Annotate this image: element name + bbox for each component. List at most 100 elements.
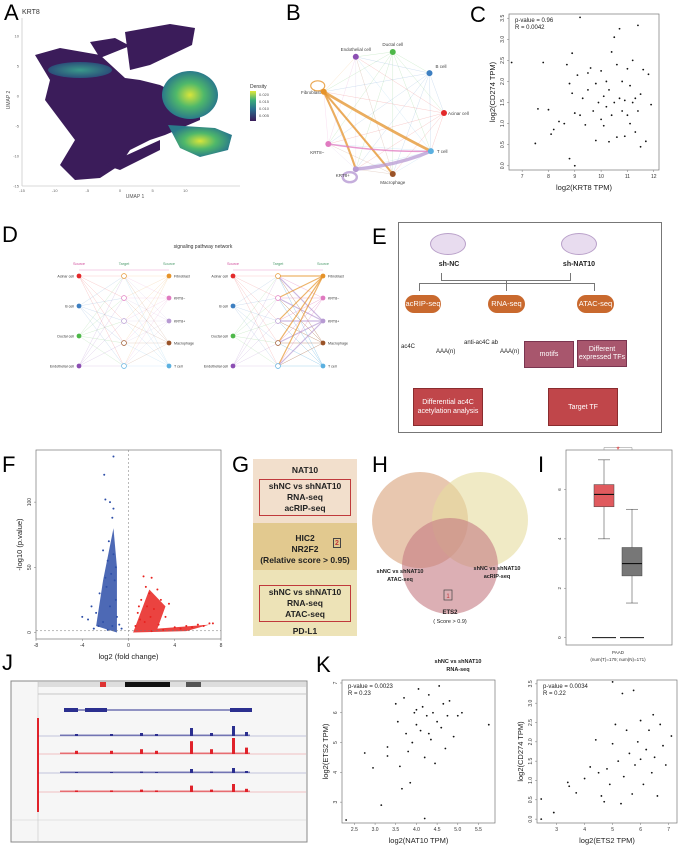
y-tick-label: 0.0 [500, 162, 506, 169]
pathway-edge [78, 297, 125, 337]
data-point [425, 714, 428, 717]
target-node [275, 295, 281, 301]
signal-peak [75, 750, 78, 754]
pathway-edge [123, 275, 170, 322]
data-point [600, 795, 603, 797]
petri-dish-icon [430, 233, 466, 255]
source-node [230, 273, 236, 279]
data-point [552, 128, 555, 131]
pathway-edge [232, 275, 279, 322]
pathway-edge [78, 275, 125, 307]
pathway-edge [78, 275, 125, 337]
y-tick-label: 2.0 [500, 78, 506, 85]
y-tick-label: 3 [333, 801, 339, 804]
signal-peak [245, 747, 248, 754]
data-point [510, 61, 513, 64]
network-edge [355, 56, 445, 114]
data-point [456, 714, 459, 717]
cell-sh-nat10: sh-NAT10 [562, 261, 596, 268]
data-point [636, 740, 639, 743]
data-point [648, 729, 650, 732]
pathway-edge [232, 275, 279, 307]
network-node [441, 110, 447, 116]
target-node [275, 340, 281, 346]
data-point [602, 95, 605, 98]
g-top-box-line: acRIP-seq [284, 503, 326, 513]
target-node [121, 318, 127, 324]
data-point [571, 52, 574, 55]
venn-label-atac: shNC vs shNAT10 [377, 569, 424, 575]
y-tick-label: 6 [333, 711, 339, 714]
source-node [230, 303, 236, 309]
data-point [629, 122, 631, 125]
diff-analysis-box: Differential ac4C acetylation analysis [413, 388, 483, 426]
data-point [642, 783, 645, 786]
pathway-edge [123, 275, 170, 322]
data-point-up [142, 575, 145, 578]
data-point-down [112, 507, 115, 510]
umap-ticks: -15 -10 -5 0 5 10 -15 -10 -5 0 5 10 [13, 34, 188, 194]
venn-label-rna-2: RNA-seq [446, 667, 469, 673]
data-point-down [92, 627, 95, 630]
data-point-up [159, 598, 162, 601]
data-point [614, 723, 617, 726]
data-point [363, 752, 366, 754]
source-node [76, 303, 82, 309]
significance-star: * [616, 445, 619, 454]
data-point [631, 59, 634, 62]
data-point [617, 760, 620, 763]
pathway-edge [277, 275, 324, 344]
stat-annotation: p-value = 0.96 [515, 18, 554, 24]
y-tick-label: 1.0 [500, 120, 506, 127]
umap-ylabel: UMAP 2 [6, 91, 12, 110]
data-point [421, 705, 424, 708]
y-tick-label: 4 [557, 537, 562, 540]
data-point [618, 27, 621, 30]
umap-y-tick: -5 [15, 124, 19, 129]
target-label: T cell [174, 364, 183, 368]
data-point-up [137, 605, 140, 608]
data-point [628, 752, 631, 755]
umap-x-tick: 5 [152, 188, 155, 193]
data-point [487, 723, 490, 726]
data-point [537, 107, 539, 110]
pathway-edge [78, 320, 125, 367]
panel-g-nat10-section: NAT10 shNC vs shNAT10 RNA-seq acRIP-seq [253, 459, 357, 523]
target-node [275, 318, 281, 324]
data-point [605, 105, 608, 108]
pathway-edge [78, 297, 125, 367]
connector [506, 281, 507, 291]
source-node [76, 363, 82, 369]
network-edge [323, 91, 445, 114]
pathway-edge [123, 297, 170, 344]
source-node [166, 363, 172, 369]
network-edge [323, 72, 430, 92]
network-edge [328, 143, 393, 175]
panel-label-d: D [2, 222, 18, 247]
source-node [166, 273, 172, 279]
connector [441, 273, 571, 281]
cell-communication-circle-network: Ductal cell B cell Acinar cell T cell Macrop… [301, 42, 469, 185]
pathway-edge [232, 320, 279, 337]
data-point [653, 756, 656, 759]
y-axis-label: -log10 (p.value) [15, 518, 24, 571]
y-tick-label: 0 [27, 631, 33, 634]
signaling-pathway-hierarchy: signaling pathway network Source Target Sou… [50, 244, 348, 369]
data-point [534, 142, 537, 145]
network-edge [355, 112, 445, 170]
x-tick-label: 3.5 [392, 827, 399, 833]
signal-noise [60, 734, 250, 736]
signal-peak [232, 738, 235, 754]
data-point [610, 114, 613, 117]
data-point [634, 764, 636, 766]
data-point [442, 702, 445, 705]
network-node [389, 48, 396, 55]
data-point [652, 713, 655, 716]
data-point [611, 681, 614, 683]
data-point [430, 738, 432, 741]
source-label: B cell [65, 304, 74, 308]
data-point [405, 732, 407, 735]
column-header: Source [317, 262, 329, 266]
petri-dish-icon [561, 233, 597, 255]
y-tick-label: 1.0 [528, 777, 534, 784]
